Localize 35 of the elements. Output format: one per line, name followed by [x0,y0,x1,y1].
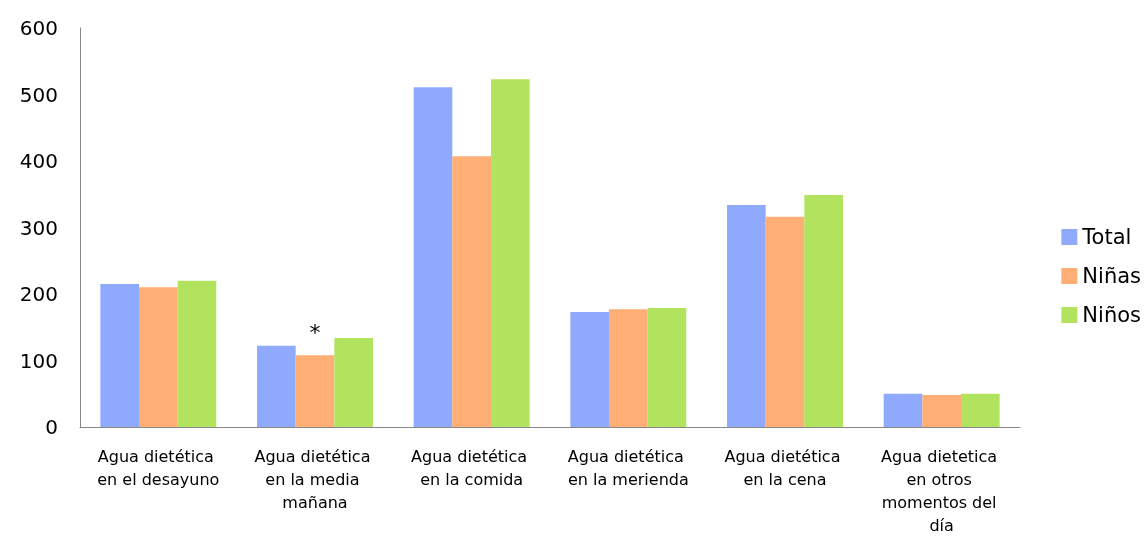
bar [334,337,373,427]
x-tick-label: Agua dietética en la media mañana [254,447,376,512]
bar [570,311,610,427]
bar [883,393,923,427]
y-tick-label: 100 [19,348,58,373]
y-tick-label: 600 [19,16,58,40]
bar [139,287,178,427]
x-tick-label: Agua dietética en la merienda [567,447,689,489]
y-tick-label: 200 [19,282,58,306]
bar [647,307,687,427]
bar [765,216,805,427]
bar [100,284,140,427]
y-tick-label: 400 [19,149,58,173]
x-tick-label: Agua dietética en el desayuno [97,447,220,489]
legend-label: Niñas [1082,264,1142,288]
bar [413,87,453,427]
y-tick-label: 0 [45,415,58,439]
bar [727,204,766,427]
legend-label: Total [1081,225,1132,249]
bar [177,280,217,427]
bar [452,156,491,427]
x-tick-label: Agua dietetica en otros momentos del día [881,447,1003,535]
bar [295,355,335,427]
bar [960,393,1000,427]
annotation: * [309,319,321,345]
bar [804,194,843,427]
x-tick-label: Agua dietética en la comida [411,447,533,489]
bar [922,395,961,427]
bar [609,309,648,427]
y-tick-label: 300 [19,215,58,240]
y-tick-label: 500 [19,82,58,107]
bar [257,345,296,427]
legend-label: Niños [1082,303,1141,327]
bar [490,79,530,427]
x-tick-label: Agua dietética en la cena [724,447,846,489]
